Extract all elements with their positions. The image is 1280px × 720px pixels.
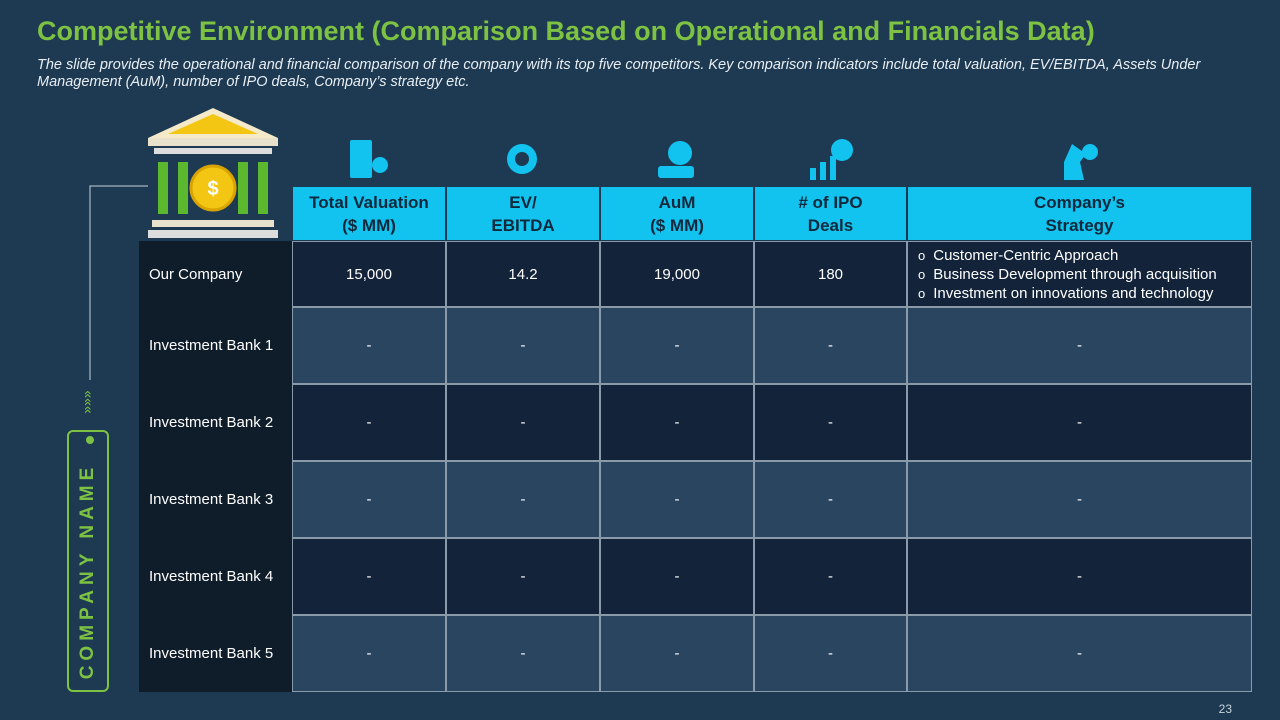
- strategy-item: Business Development through acquisition: [918, 265, 1217, 284]
- table-cell: -: [600, 461, 754, 538]
- table-cell: -: [907, 538, 1252, 615]
- table-cell: 180: [754, 241, 907, 307]
- table-cell: -: [907, 384, 1252, 461]
- svg-text:$: $: [207, 178, 218, 200]
- strategy-item: Investment on innovations and technology: [918, 284, 1217, 303]
- table-cell: -: [446, 461, 600, 538]
- table-cell: -: [600, 307, 754, 384]
- table-cell: 15,000: [292, 241, 446, 307]
- table-cell: -: [446, 307, 600, 384]
- table-cell: -: [446, 615, 600, 692]
- row-label: Investment Bank 4: [139, 538, 292, 615]
- table-cell: 14.2: [446, 241, 600, 307]
- table-cell: -: [600, 615, 754, 692]
- table-cell: -: [754, 538, 907, 615]
- column-header: Total Valuation ($ MM): [292, 186, 446, 241]
- table-cell: -: [754, 307, 907, 384]
- svg-text:«««: «««: [81, 390, 97, 414]
- table-cell: -: [292, 307, 446, 384]
- table-cell: -: [292, 461, 446, 538]
- table-cell: -: [600, 538, 754, 615]
- row-label: Investment Bank 2: [139, 384, 292, 461]
- table-cell: 19,000: [600, 241, 754, 307]
- subtitle: The slide provides the operational and f…: [37, 57, 1201, 90]
- strategy-item: Customer-Centric Approach: [918, 246, 1217, 265]
- page-number: 23: [1218, 702, 1232, 716]
- row-label: Investment Bank 5: [139, 615, 292, 692]
- table-cell: -: [446, 384, 600, 461]
- table-cell: Customer-Centric ApproachBusiness Develo…: [907, 241, 1252, 307]
- title: Competitive Environment (Comparison Base…: [37, 16, 1095, 46]
- table-cell: -: [446, 538, 600, 615]
- table-cell: -: [754, 461, 907, 538]
- table-cell: -: [907, 461, 1252, 538]
- table-cell: -: [907, 615, 1252, 692]
- strategy-list: Customer-Centric ApproachBusiness Develo…: [908, 246, 1217, 303]
- table-cell: -: [754, 384, 907, 461]
- table-cell: -: [754, 615, 907, 692]
- table-cell: -: [292, 384, 446, 461]
- column-header: Company’s Strategy: [907, 186, 1252, 241]
- row-label: Investment Bank 1: [139, 307, 292, 384]
- side-label: COMPANY NAME: [77, 462, 98, 680]
- table-cell: -: [292, 615, 446, 692]
- table-cell: -: [292, 538, 446, 615]
- table-cell: -: [907, 307, 1252, 384]
- column-header: AuM ($ MM): [600, 186, 754, 241]
- column-header: # of IPO Deals: [754, 186, 907, 241]
- row-label: Our Company: [139, 241, 292, 307]
- column-header: EV/ EBITDA: [446, 186, 600, 241]
- side-frame: [67, 430, 109, 692]
- row-label: Investment Bank 3: [139, 461, 292, 538]
- table-cell: -: [600, 384, 754, 461]
